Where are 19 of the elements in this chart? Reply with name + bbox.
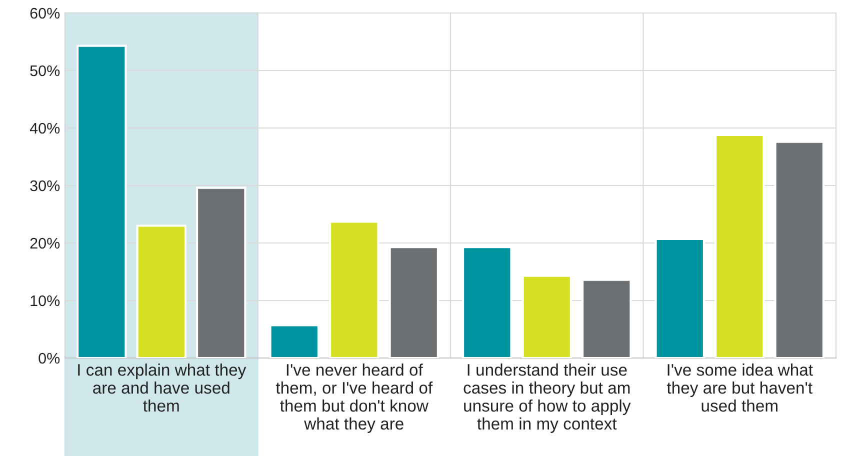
y-tick-label: 30% (30, 180, 60, 192)
bar (328, 220, 380, 358)
bar (136, 224, 187, 358)
x-tick-label: I understand their use cases in theory but am unsure of how to apply them in my context (464, 364, 631, 433)
x-tick-label: I've never heard of them, or I've heard of them but don't know what they are (276, 364, 433, 433)
bar (196, 186, 246, 358)
y-tick-label: 60% (30, 8, 60, 19)
x-tick-label: I can explain what they are and have used them (78, 364, 246, 412)
y-tick-label: 10% (30, 295, 60, 306)
y-tick-label: 0% (38, 352, 60, 364)
x-tick-label: I've some idea what they are but haven't used them (666, 364, 813, 412)
bar (581, 278, 632, 358)
bar (522, 274, 572, 358)
bar (76, 44, 127, 358)
y-tick-label: 20% (30, 238, 60, 249)
y-tick-label: 40% (30, 122, 60, 134)
y-tick-label: 50% (30, 65, 60, 76)
bar (774, 140, 825, 358)
bar (269, 324, 320, 358)
